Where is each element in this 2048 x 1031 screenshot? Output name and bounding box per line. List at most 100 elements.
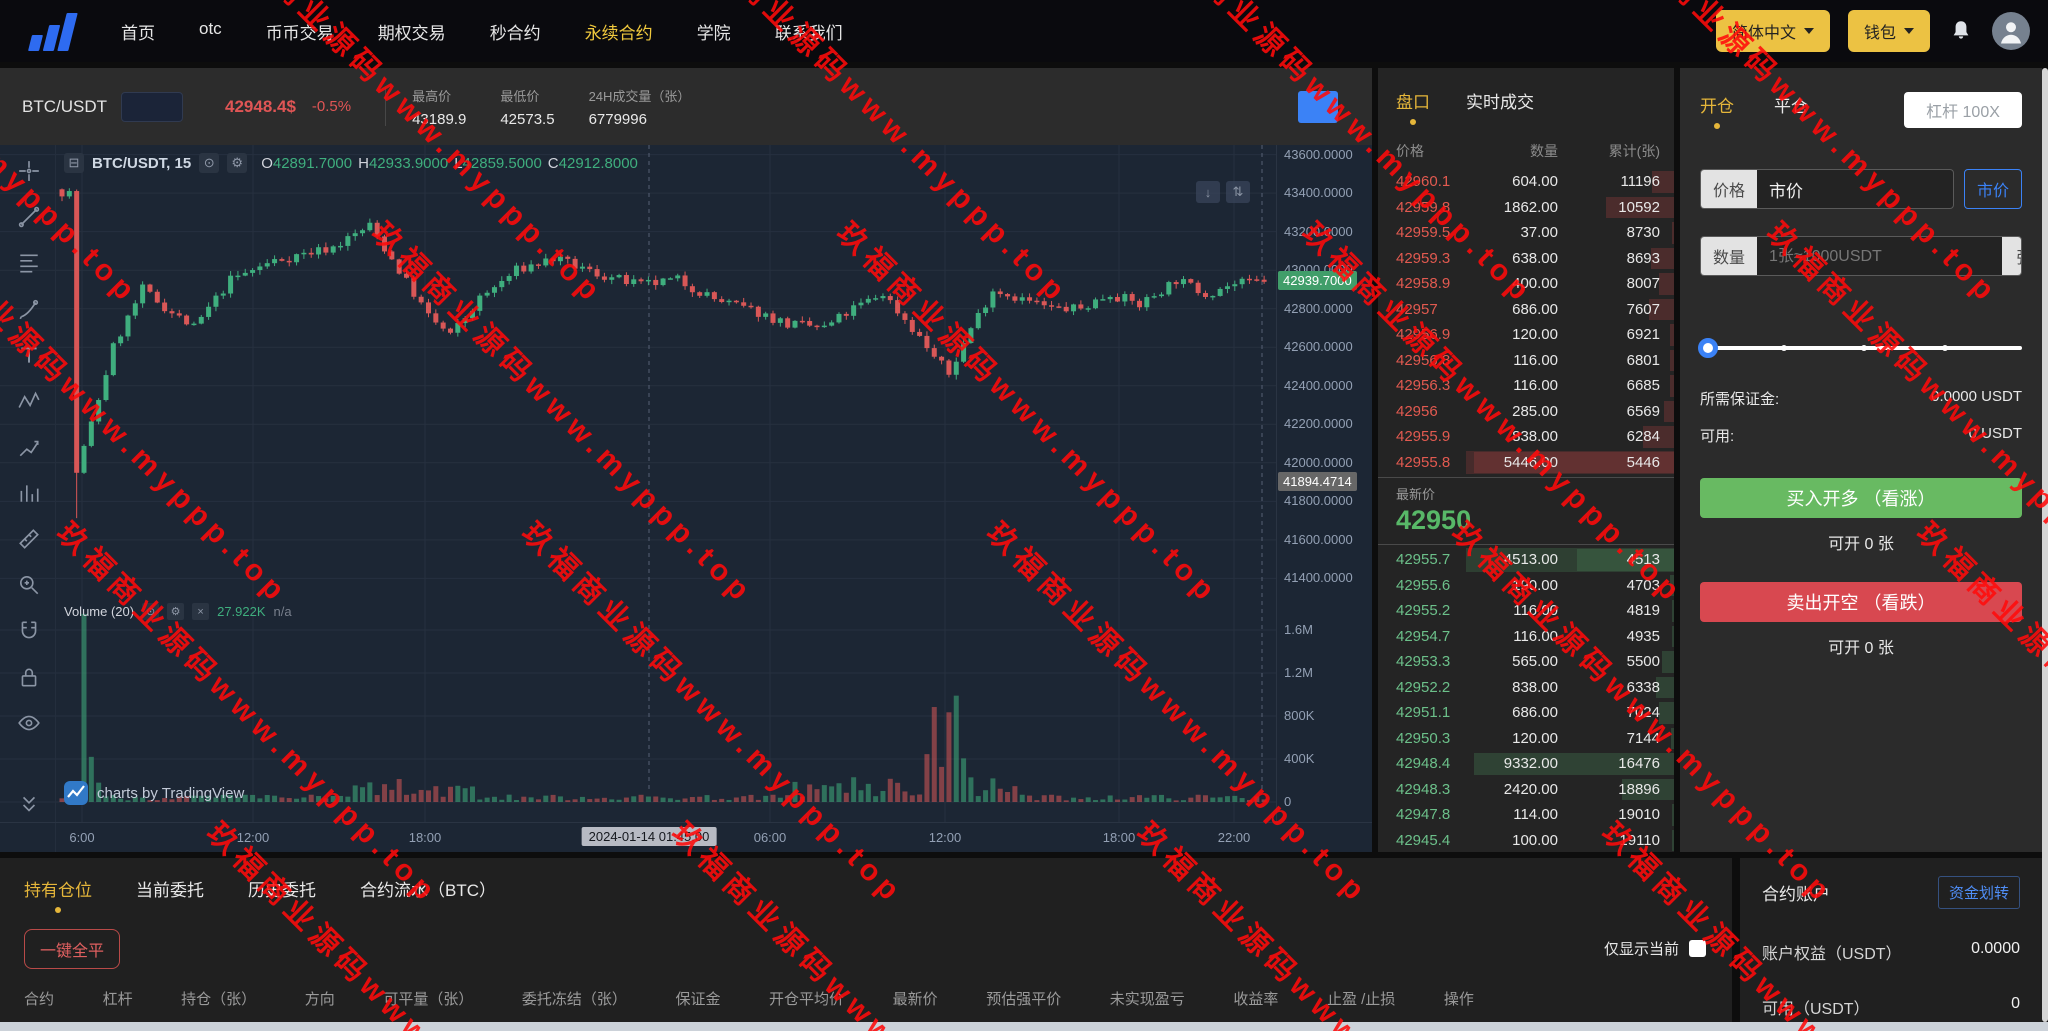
- chart-toggle-button[interactable]: [1298, 90, 1338, 123]
- chart-canvas[interactable]: [0, 145, 1276, 822]
- time-axis[interactable]: 6:00 12:00 18:00 06:00 12:00 18:00 22:00 2024-0…: [0, 822, 1372, 852]
- scroll-updown-icon[interactable]: ⇅: [1226, 181, 1250, 203]
- ask-row[interactable]: 42959.3 638.00 8693: [1378, 246, 1674, 272]
- scroll-down-icon[interactable]: ↓: [1196, 181, 1220, 203]
- sell-open-short-button[interactable]: 卖出开空 （看跌）: [1700, 582, 2022, 622]
- ask-row[interactable]: 42959.5 37.00 8730: [1378, 220, 1674, 246]
- eye-icon[interactable]: [17, 711, 41, 735]
- tab-open-position[interactable]: 开仓: [1700, 92, 1734, 129]
- volume-legend: Volume (20) ⊙ ⚙ × 27.922K n/a: [64, 603, 292, 620]
- tab-history-orders[interactable]: 历史委托: [248, 881, 316, 900]
- only-current-checkbox[interactable]: [1689, 940, 1706, 957]
- wallet-button[interactable]: 钱包: [1847, 10, 1930, 52]
- nav-item-学院[interactable]: 学院: [696, 23, 731, 43]
- quantity: 686.00: [1512, 300, 1558, 318]
- text-tool-icon[interactable]: [17, 343, 41, 367]
- fib-retracement-icon[interactable]: [17, 251, 41, 275]
- positions-tabs: 持有仓位 当前委托 历史委托 合约流水（BTC）: [0, 858, 1732, 913]
- time-tick-label: 12:00: [236, 830, 270, 845]
- crosshair-icon[interactable]: [17, 159, 41, 183]
- forecast-icon[interactable]: [17, 435, 41, 459]
- ask-row[interactable]: 42956.9 120.00 6921: [1378, 322, 1674, 348]
- tab-open-positions[interactable]: 持有仓位: [24, 876, 92, 913]
- collapse-legend-icon[interactable]: ⊟: [64, 153, 84, 173]
- ask-row[interactable]: 42956.8 116.00 6801: [1378, 348, 1674, 374]
- magnet-icon[interactable]: [17, 619, 41, 643]
- tab-recent-trades[interactable]: 实时成交: [1466, 93, 1534, 112]
- ask-row[interactable]: 42956.3 116.00 6685: [1378, 373, 1674, 399]
- eye-icon[interactable]: ⊙: [142, 603, 160, 620]
- bid-row[interactable]: 42947.8 114.00 19010: [1378, 802, 1674, 828]
- trendline-icon[interactable]: [17, 205, 41, 229]
- close-icon[interactable]: ×: [192, 603, 210, 620]
- scrollbar[interactable]: [2042, 68, 2048, 1022]
- chevron-double-down-icon[interactable]: [17, 793, 41, 817]
- brush-icon[interactable]: [17, 297, 41, 321]
- ask-row[interactable]: 42960.1 604.00 11196: [1378, 169, 1674, 195]
- quantity: 565.00: [1512, 653, 1558, 671]
- quantity-input[interactable]: [1757, 237, 2002, 275]
- volume-indicator-label: Volume (20): [64, 604, 135, 619]
- measure-icon[interactable]: [17, 527, 41, 551]
- candlestick-chart[interactable]: ⊟ BTC/USDT, 15 ⊙ ⚙ O42891.7000 H42933.900…: [0, 145, 1372, 852]
- ask-row[interactable]: 42959.8 1862.00 10592: [1378, 195, 1674, 221]
- slider-thumb[interactable]: [1698, 338, 1718, 358]
- nav-item-币币交易[interactable]: 币币交易: [265, 23, 334, 43]
- bars-pattern-icon[interactable]: [17, 481, 41, 505]
- nav-item-秒合约[interactable]: 秒合约: [489, 23, 541, 43]
- bid-row[interactable]: 42955.7 4513.00 4513: [1378, 547, 1674, 573]
- ask-row[interactable]: 42955.9 838.00 6284: [1378, 424, 1674, 450]
- bid-row[interactable]: 42948.4 9332.00 16476: [1378, 751, 1674, 777]
- close-all-positions-button[interactable]: 一键全平: [24, 929, 121, 969]
- ask-row[interactable]: 42957 686.00 7607: [1378, 297, 1674, 323]
- tab-contract-flow[interactable]: 合约流水（BTC）: [360, 881, 496, 900]
- tab-orderbook[interactable]: 盘口: [1396, 88, 1430, 125]
- tab-close-position[interactable]: 平仓: [1774, 97, 1808, 116]
- gear-icon[interactable]: ⚙: [227, 153, 248, 173]
- zoom-in-icon[interactable]: [17, 573, 41, 597]
- price: 42956: [1396, 402, 1438, 420]
- price-tick-label: 41800.0000: [1284, 493, 1353, 509]
- user-avatar[interactable]: [1992, 12, 2030, 50]
- bid-row[interactable]: 42954.7 116.00 4935: [1378, 624, 1674, 650]
- nav-item-永续合约[interactable]: 永续合约: [584, 23, 653, 43]
- price-input[interactable]: [1757, 170, 1953, 208]
- bid-row[interactable]: 42953.3 565.00 5500: [1378, 649, 1674, 675]
- leverage-selector[interactable]: 杠杆 100X: [1904, 92, 2022, 128]
- bid-row[interactable]: 42951.1 686.00 7024: [1378, 700, 1674, 726]
- exchange-logo-icon[interactable]: [28, 11, 78, 51]
- nav-item-联系我们[interactable]: 联系我们: [774, 23, 843, 43]
- cumulative: 7024: [1626, 704, 1660, 722]
- bid-row[interactable]: 42952.2 838.00 6338: [1378, 675, 1674, 701]
- language-button[interactable]: 简体中文: [1715, 10, 1830, 52]
- ask-row[interactable]: 42956 285.00 6569: [1378, 399, 1674, 425]
- nav-item-首页[interactable]: 首页: [121, 23, 155, 43]
- quantity-slider[interactable]: [1698, 338, 2022, 358]
- xabcd-pattern-icon[interactable]: [17, 389, 41, 413]
- candles-layer: [59, 188, 1267, 519]
- tradingview-attribution[interactable]: charts by TradingView: [64, 781, 244, 805]
- bid-row[interactable]: 42950.3 120.00 7144: [1378, 726, 1674, 752]
- market-price-button[interactable]: 市价: [1964, 169, 2022, 209]
- lock-icon[interactable]: [17, 665, 41, 689]
- price-tick-label: 41400.0000: [1284, 570, 1353, 586]
- quantity: 686.00: [1512, 704, 1558, 722]
- eye-icon[interactable]: ⊙: [199, 153, 220, 173]
- bid-row[interactable]: 42945.4 100.00 19110: [1378, 828, 1674, 853]
- bid-row[interactable]: 42948.3 2420.00 18896: [1378, 777, 1674, 803]
- tab-current-orders[interactable]: 当前委托: [136, 881, 204, 900]
- price-axis[interactable]: 43600.0000 43400.0000 43200.0000 43000.0000…: [1276, 145, 1372, 822]
- notification-bell-icon[interactable]: [1948, 18, 1974, 44]
- gear-icon[interactable]: ⚙: [167, 603, 185, 620]
- quantity: 2420.00: [1503, 780, 1558, 798]
- ask-row[interactable]: 42958.9 400.00 8007: [1378, 271, 1674, 297]
- bid-row[interactable]: 42955.6 190.00 4703: [1378, 573, 1674, 599]
- nav-item-otc[interactable]: otc: [199, 18, 222, 38]
- bid-row[interactable]: 42955.2 116.00 4819: [1378, 598, 1674, 624]
- depth-bar: [1669, 349, 1674, 371]
- ask-row[interactable]: 42955.8 5446.00 5446: [1378, 450, 1674, 476]
- pair-selector-dropdown[interactable]: [121, 91, 183, 122]
- fund-transfer-link[interactable]: 资金划转: [1937, 876, 2020, 909]
- buy-open-long-button[interactable]: 买入开多 （看涨）: [1700, 478, 2022, 518]
- nav-item-期权交易[interactable]: 期权交易: [377, 23, 446, 43]
